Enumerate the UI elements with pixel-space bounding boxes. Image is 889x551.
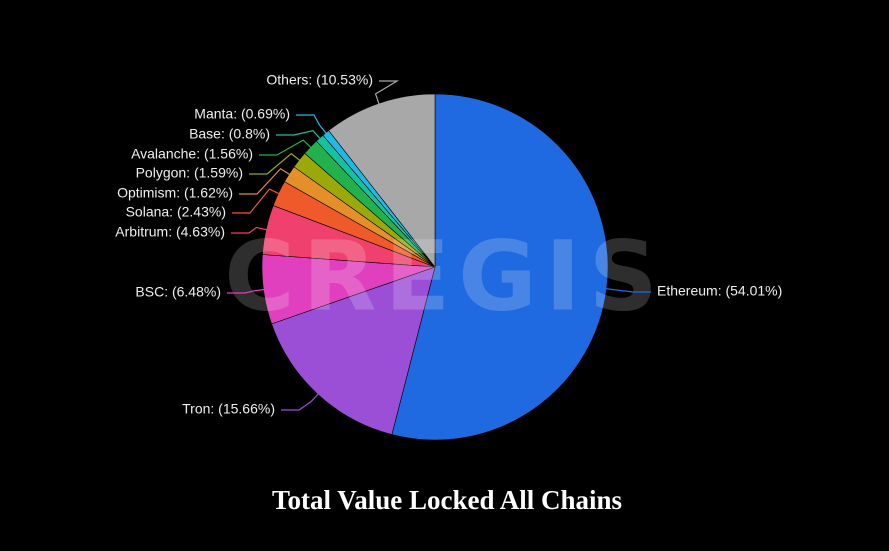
slice-label: Ethereum: (54.01%) xyxy=(657,283,782,299)
slice-label: Polygon: (1.59%) xyxy=(136,165,243,181)
leader-line xyxy=(232,188,283,214)
slice-label: BSC: (6.48%) xyxy=(135,284,221,300)
slice-label: Arbitrum: (4.63%) xyxy=(115,224,225,240)
leader-line xyxy=(259,139,314,156)
leader-line xyxy=(276,129,323,142)
leader-line xyxy=(239,167,293,195)
leader-line xyxy=(374,80,400,108)
leader-line xyxy=(231,226,271,234)
slice-label: Tron: (15.66%) xyxy=(182,401,275,417)
chart-title: Total Value Locked All Chains xyxy=(272,485,622,515)
slice-label: Base: (0.8%) xyxy=(189,126,270,142)
leader-line xyxy=(281,390,321,411)
slice-label: Optimism: (1.62%) xyxy=(117,185,233,201)
slice-label: Solana: (2.43%) xyxy=(126,204,226,220)
slice-label: Avalanche: (1.56%) xyxy=(131,146,253,162)
pie xyxy=(261,93,609,441)
leader-line xyxy=(296,114,329,137)
slice-label: Others: (10.53%) xyxy=(266,72,373,88)
leader-line xyxy=(227,288,268,294)
watermark: CREGIS xyxy=(224,220,666,332)
leader-line xyxy=(249,152,303,175)
leader-line xyxy=(602,287,651,293)
slice-label: Manta: (0.69%) xyxy=(194,106,290,122)
